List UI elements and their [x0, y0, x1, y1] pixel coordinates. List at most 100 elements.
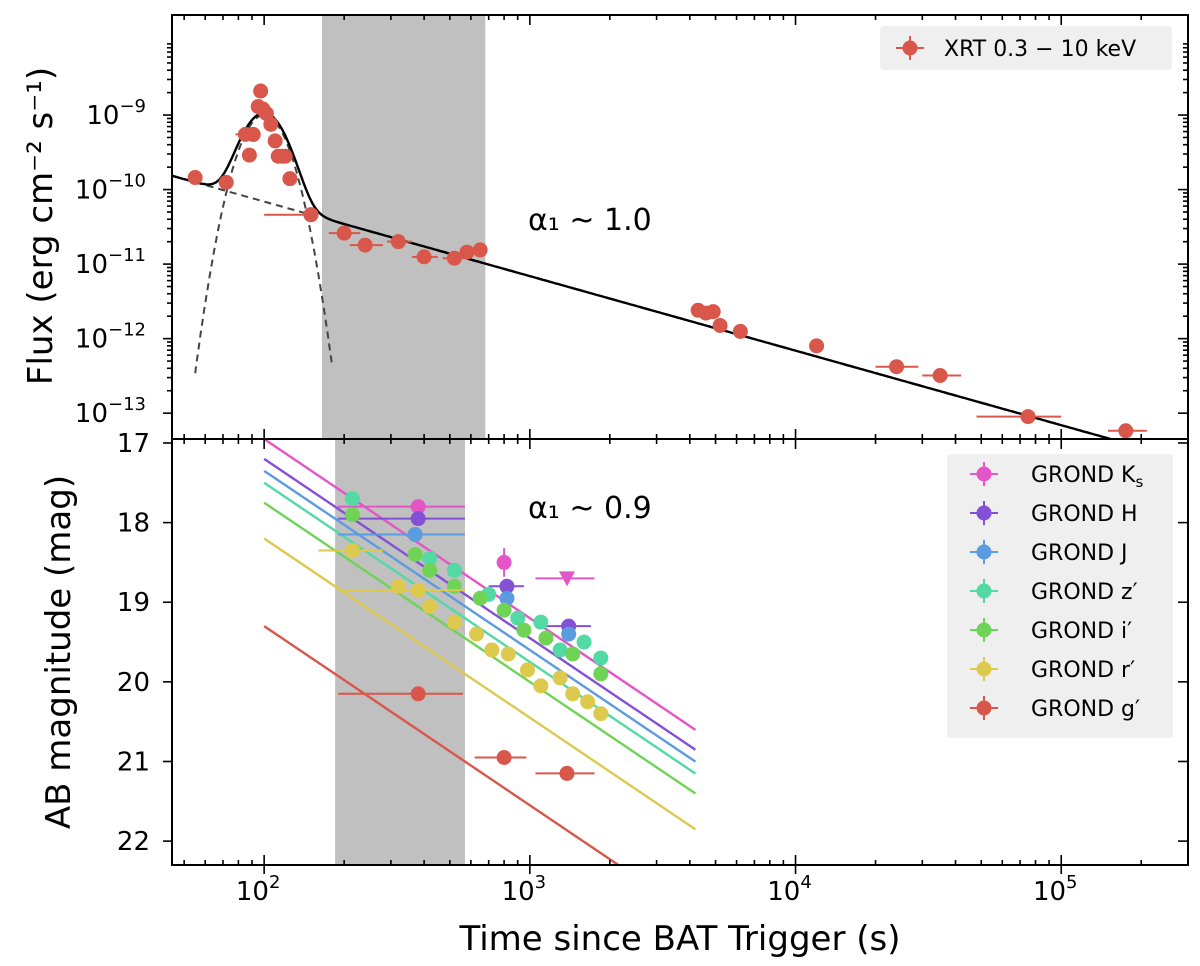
mag-point — [410, 582, 426, 598]
xrt-point — [267, 133, 283, 149]
mag-point — [410, 499, 426, 515]
legend-label-xrt: XRT 0.3 − 10 keV — [944, 37, 1136, 62]
mag-point — [559, 765, 575, 781]
mag-point — [422, 550, 438, 566]
xrt-point — [1020, 409, 1036, 425]
mag-point — [538, 630, 554, 646]
mag-point — [516, 622, 532, 638]
mag-point — [561, 626, 577, 642]
mag-point — [422, 598, 438, 614]
legend-label: GROND g′ — [1031, 697, 1140, 722]
upper-limit-marker — [559, 571, 576, 587]
legend-label: GROND i′ — [1031, 619, 1132, 644]
xrt-point — [253, 83, 269, 99]
y-tick-label: 17 — [117, 429, 150, 459]
mag-point — [499, 590, 515, 606]
bottom-alpha-annotation: α₁ ~ 0.9 — [528, 491, 652, 526]
mag-point — [390, 578, 406, 594]
y-tick-label: 18 — [117, 509, 150, 539]
fit-line — [263, 439, 697, 731]
xrt-point — [732, 323, 748, 339]
bottom-legend: GROND Ks GROND H GROND J GROND z′ GROND i′ GR… — [947, 454, 1173, 738]
mag-point — [446, 614, 462, 630]
mag-point — [446, 578, 462, 594]
mag-point — [533, 614, 549, 630]
xrt-point — [809, 338, 825, 354]
y-tick-label: 10−10 — [75, 171, 146, 206]
y-tick-label: 10−11 — [75, 245, 146, 280]
fit-line — [263, 501, 697, 795]
mag-point — [593, 650, 609, 666]
mag-point — [576, 634, 592, 650]
fit-line — [263, 537, 697, 831]
mag-point — [472, 590, 488, 606]
fit-line — [263, 625, 621, 865]
xrt-point — [245, 126, 261, 142]
mag-point — [499, 578, 515, 594]
mag-point — [496, 554, 512, 570]
flare-component — [194, 113, 333, 374]
x-tick-label: 105 — [1033, 872, 1078, 907]
bottom-axes-frame — [171, 438, 1189, 866]
xrt-point — [336, 225, 352, 241]
xrt-point — [357, 237, 373, 253]
mag-point — [580, 694, 596, 710]
top-ylabel: Flux (erg cm⁻² s⁻¹) — [21, 67, 61, 385]
legend-marker — [976, 544, 992, 560]
mag-point — [344, 491, 360, 507]
top-panel — [172, 15, 1147, 439]
legend-label: GROND z′ — [1031, 580, 1138, 605]
y-tick-label: 10−13 — [75, 394, 146, 429]
mag-point — [520, 662, 536, 678]
mag-point — [484, 642, 500, 658]
xrt-point — [263, 116, 279, 132]
x-tick-label: 102 — [236, 872, 281, 907]
y-tick-label: 10−9 — [86, 96, 146, 131]
mag-point — [593, 666, 609, 682]
xrt-point — [277, 148, 293, 164]
mag-point — [552, 670, 568, 686]
xrt-point — [218, 174, 234, 190]
mag-point — [593, 706, 609, 722]
x-tick-label: 104 — [767, 872, 812, 907]
mag-point — [565, 646, 581, 662]
x-axis-label: Time since BAT Trigger (s) — [459, 919, 901, 959]
xrt-point — [282, 171, 298, 187]
xrt-point — [712, 318, 728, 334]
legend-label: GROND H — [1031, 502, 1138, 527]
legend-label: GROND Ks — [1031, 463, 1143, 491]
y-tick-label: 20 — [117, 668, 150, 698]
xrt-point — [241, 147, 257, 163]
mag-point — [407, 527, 423, 543]
bottom-ylabel: AB magnitude (mag) — [39, 475, 79, 829]
mag-point — [533, 678, 549, 694]
y-tick-label: 10−12 — [75, 320, 146, 355]
xrt-point — [932, 368, 948, 384]
legend-marker — [976, 661, 992, 677]
y-tick-label: 22 — [117, 827, 150, 857]
legend-marker — [976, 622, 992, 638]
legend-marker-xrt — [902, 40, 918, 56]
mag-point — [410, 511, 426, 527]
mag-point — [496, 602, 512, 618]
mag-point — [469, 626, 485, 642]
mag-point — [510, 610, 526, 626]
legend-marker — [976, 700, 992, 716]
legend-label: GROND r′ — [1031, 658, 1135, 683]
xrt-point — [416, 249, 432, 265]
legend-marker — [976, 466, 992, 482]
xrt-point — [303, 207, 319, 223]
top-alpha-annotation: α₁ ~ 1.0 — [528, 203, 652, 238]
mag-point — [422, 562, 438, 578]
mag-point — [344, 542, 360, 558]
total-model-line — [172, 111, 1116, 439]
y-tick-label: 21 — [117, 747, 150, 777]
xrt-point — [187, 170, 203, 186]
mag-point — [500, 646, 516, 662]
legend-marker — [976, 583, 992, 599]
fit-line — [263, 469, 697, 763]
xrt-point — [1118, 423, 1134, 439]
xrt-point — [705, 304, 721, 320]
legend-marker — [976, 505, 992, 521]
